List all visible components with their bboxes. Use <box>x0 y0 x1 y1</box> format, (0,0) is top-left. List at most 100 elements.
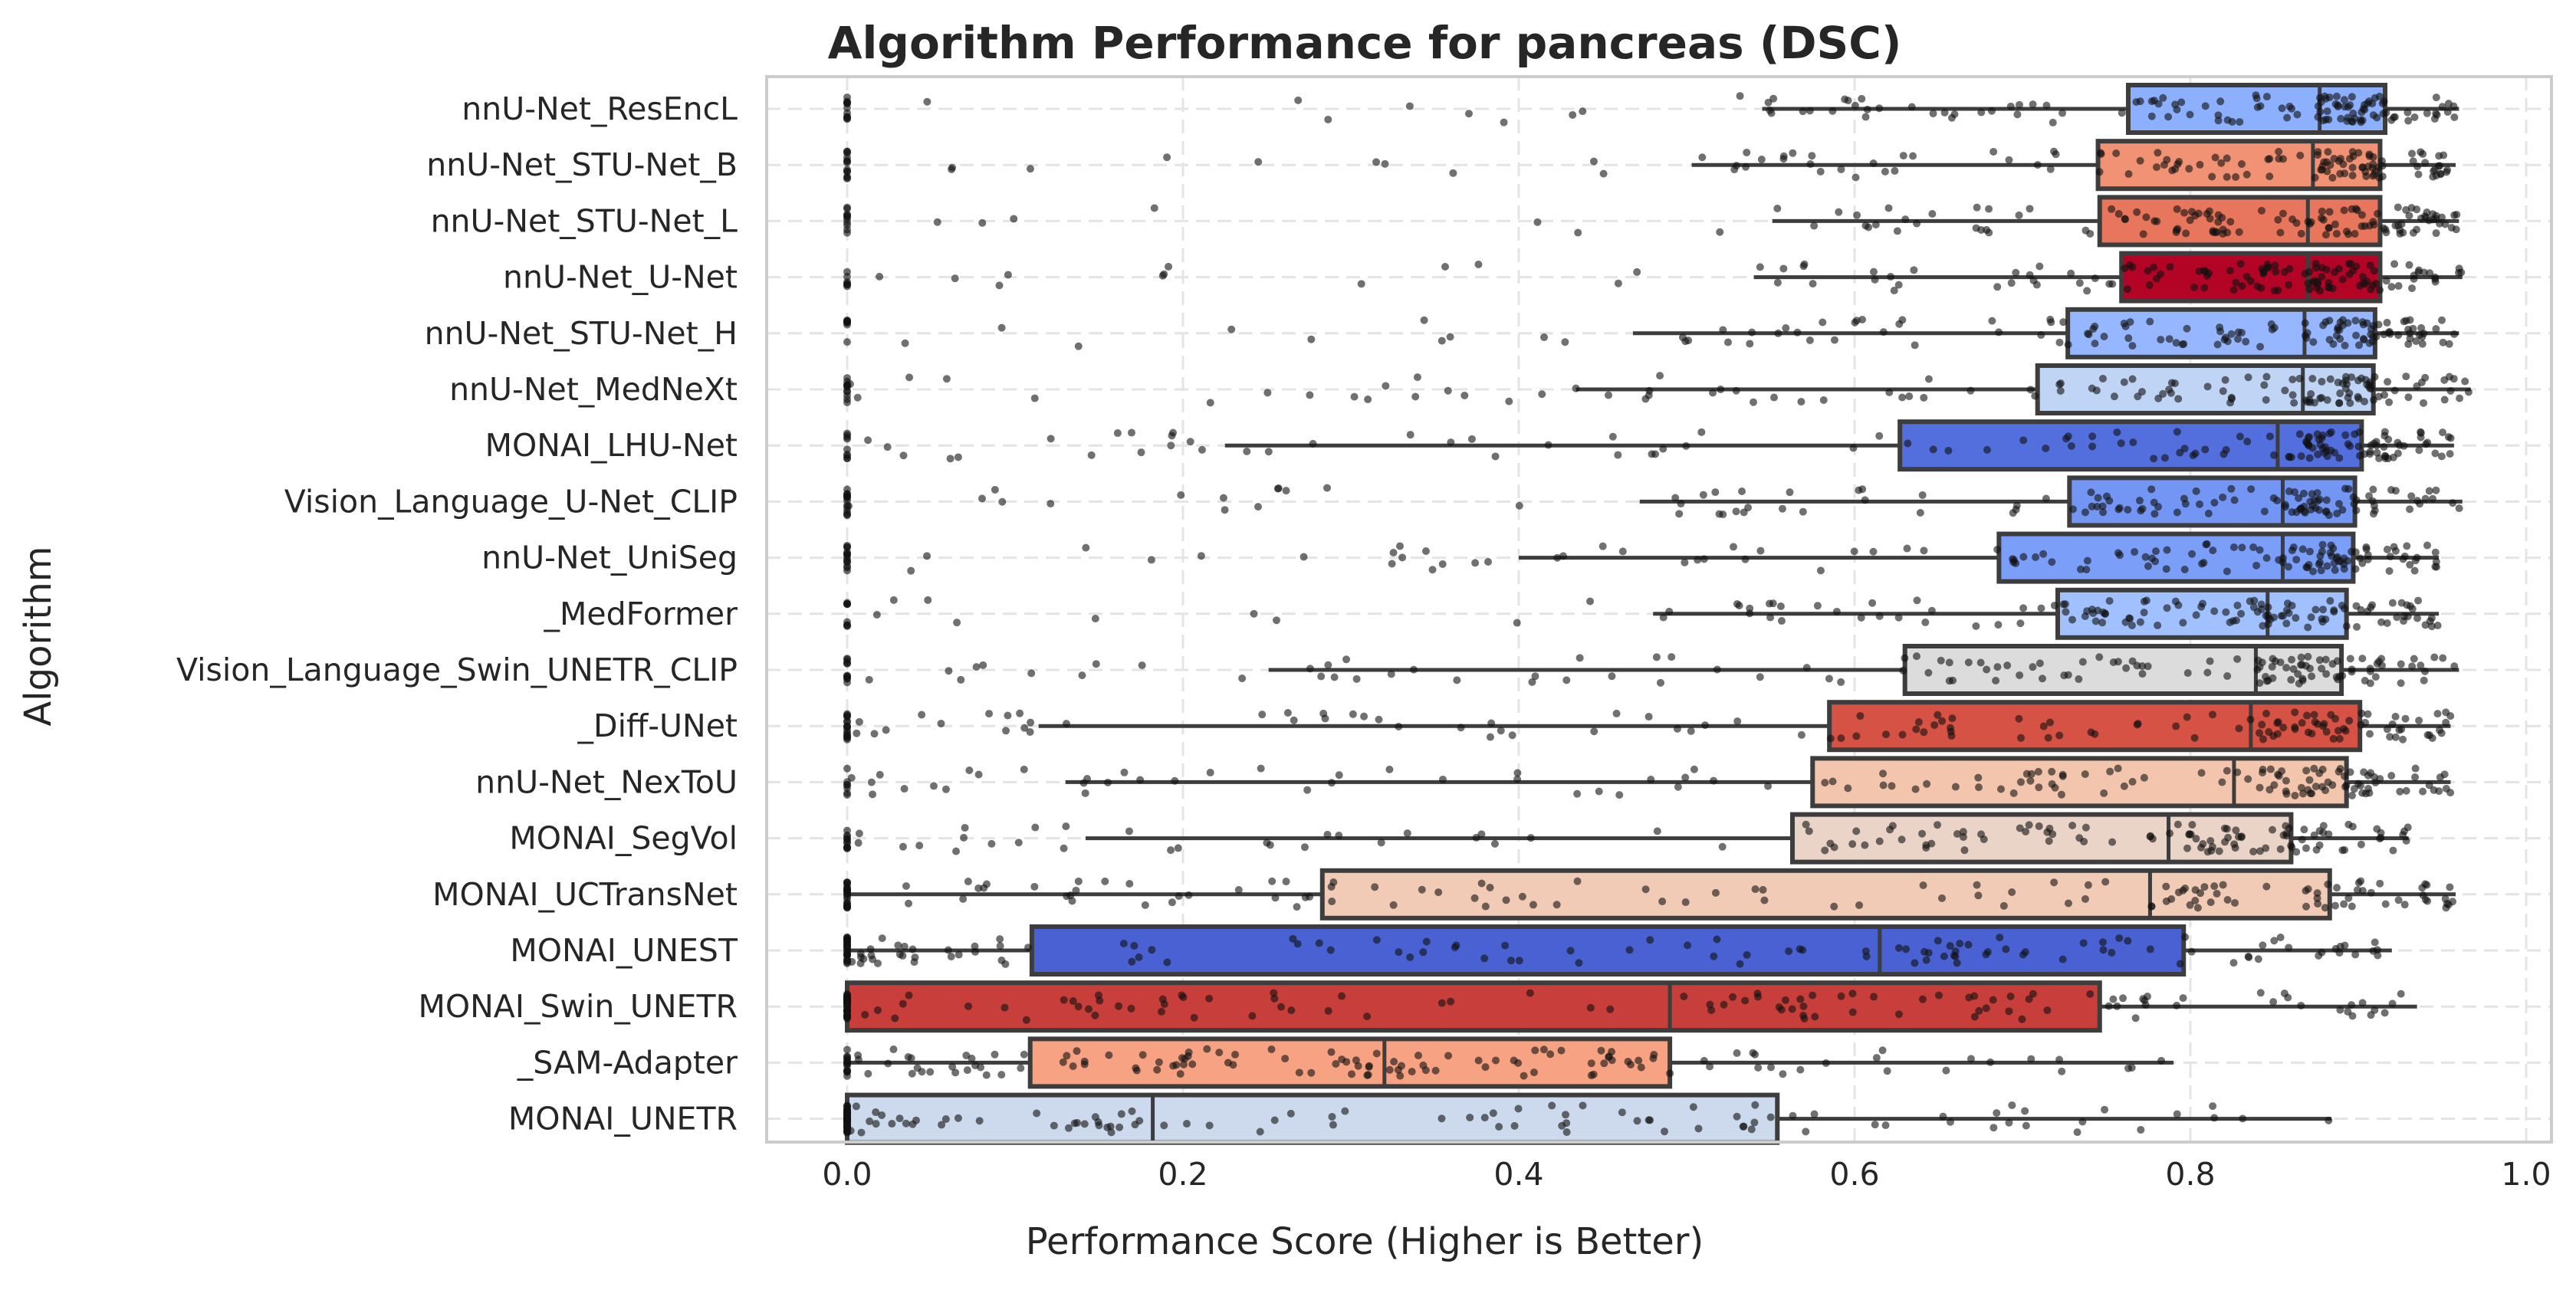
strip-point <box>2091 730 2099 738</box>
chart-title: Algorithm Performance for pancreas (DSC) <box>828 17 1902 69</box>
strip-point <box>1453 676 1461 684</box>
strip-point <box>2386 553 2394 561</box>
strip-point <box>2289 665 2298 673</box>
strip-point <box>2176 960 2184 968</box>
strip-point <box>1706 1062 1714 1071</box>
strip-point <box>1364 1071 1372 1079</box>
strip-point <box>2264 603 2272 612</box>
strip-point <box>2388 1000 2397 1008</box>
strip-point <box>2414 170 2423 179</box>
strip-point <box>2147 832 2155 840</box>
strip-point <box>2032 281 2041 289</box>
strip-point <box>2318 207 2326 215</box>
strip-point <box>1273 616 1281 625</box>
strip-point <box>2078 1118 2087 1126</box>
strip-point <box>1806 107 1814 115</box>
strip-point <box>1184 1048 1193 1056</box>
strip-point <box>2181 500 2190 508</box>
y-axis-label: Algorithm <box>17 546 60 726</box>
strip-point <box>1079 779 1088 787</box>
strip-point <box>1626 1061 1635 1069</box>
strip-point <box>2172 228 2180 236</box>
strip-point <box>1929 110 1937 118</box>
strip-point <box>2128 375 2137 383</box>
strip-point <box>1871 221 1880 229</box>
strip-point <box>2121 322 2130 330</box>
strip-point <box>1694 1124 1703 1133</box>
strip-point <box>1060 996 1068 1004</box>
strip-point <box>1186 438 1194 446</box>
strip-point <box>2201 102 2210 110</box>
strip-point <box>2325 830 2333 839</box>
strip-point <box>1167 846 1175 855</box>
strip-point <box>2418 340 2426 348</box>
strip-point <box>1365 1062 1373 1071</box>
strip-point <box>2081 508 2089 517</box>
strip-point <box>2291 791 2299 799</box>
strip-point <box>1026 727 1034 736</box>
strip-point <box>1809 280 1817 288</box>
strip-point <box>2348 172 2357 180</box>
strip-point <box>1082 543 1090 552</box>
strip-point <box>1822 1059 1830 1067</box>
strip-point <box>2101 878 2110 886</box>
strip-point <box>2324 148 2332 156</box>
strip-point <box>1848 840 1857 849</box>
strip-point <box>2029 100 2037 109</box>
strip-point <box>2088 432 2097 441</box>
strip-point <box>2232 616 2240 625</box>
strip-point <box>2322 496 2331 504</box>
strip-point <box>2331 268 2339 277</box>
strip-point <box>1466 1113 1474 1121</box>
strip-point <box>1883 1067 1891 1075</box>
strip-point <box>1799 107 1807 116</box>
strip-point <box>1495 1122 1503 1131</box>
strip-point <box>2269 494 2278 502</box>
strip-point <box>852 1102 860 1111</box>
strip-point <box>2367 603 2375 612</box>
strip-point <box>1989 996 1997 1004</box>
strip-point <box>2341 384 2350 392</box>
strip-point <box>1069 1062 1077 1070</box>
strip-point <box>1457 724 1465 732</box>
strip-point <box>1046 435 1055 443</box>
strip-point <box>1913 596 1921 605</box>
strip-point <box>2289 543 2298 552</box>
strip-point <box>2058 770 2067 779</box>
strip-point <box>1852 732 1861 740</box>
strip-point <box>954 453 962 461</box>
strip-point <box>2294 670 2302 678</box>
strip-point <box>971 1061 980 1069</box>
strip-point <box>1898 393 1907 402</box>
strip-point <box>1267 1045 1276 1054</box>
strip-point <box>2186 901 2194 909</box>
strip-point <box>1572 384 1580 392</box>
strip-point <box>1934 991 1943 1000</box>
strip-point <box>1221 506 1229 514</box>
strip-point <box>2342 228 2351 236</box>
strip-point <box>2314 900 2322 908</box>
strip-point <box>2376 879 2384 888</box>
strip-point <box>2035 783 2043 792</box>
strip-point <box>843 878 851 887</box>
strip-point <box>866 945 875 954</box>
strip-point <box>1759 885 1767 894</box>
strip-point <box>2260 381 2269 389</box>
strip-point <box>2128 263 2137 271</box>
strip-point <box>1964 940 1973 949</box>
strip-point <box>2211 153 2220 162</box>
strip-point <box>1899 666 1907 675</box>
strip-point <box>1589 157 1598 166</box>
strip-point <box>2050 878 2058 887</box>
strip-point <box>2233 655 2242 663</box>
strip-point <box>1666 1069 1674 1078</box>
strip-point <box>1487 719 1496 727</box>
strip-point <box>1562 1119 1571 1128</box>
strip-point <box>1946 942 1954 950</box>
strip-point <box>1321 714 1329 723</box>
strip-point <box>1282 487 1290 495</box>
strip-point <box>905 899 913 908</box>
strip-point <box>2367 769 2375 777</box>
strip-point <box>1974 891 1983 900</box>
